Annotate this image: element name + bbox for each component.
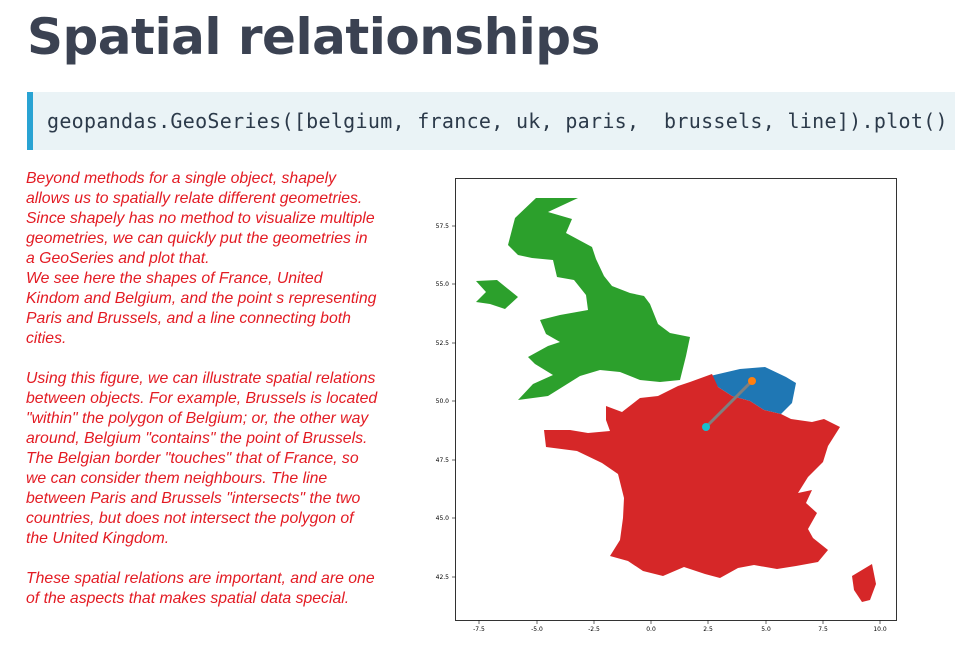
y-tick-label: 42.5	[436, 574, 450, 581]
y-axis: 57.5 55.0 52.5 50.0 47.5 45.0 42.5	[436, 223, 456, 581]
x-tick-label: 5.0	[761, 626, 771, 633]
notes-line: Beyond methods for a single object, shap…	[26, 170, 336, 187]
y-tick-label: 47.5	[436, 457, 450, 464]
y-tick-label: 50.0	[436, 398, 450, 405]
y-tick-label: 45.0	[436, 515, 450, 522]
notes-line: countries, but does not intersect the po…	[26, 510, 354, 527]
notes-line: Using this figure, we can illustrate spa…	[26, 370, 376, 387]
speaker-notes: Beyond methods for a single object, shap…	[26, 169, 416, 609]
notes-line: the United Kingdom.	[26, 530, 170, 547]
notes-line: "within" the polygon of Belgium; or, the…	[26, 410, 369, 427]
y-tick-label: 52.5	[436, 340, 450, 347]
x-tick-label: 2.5	[703, 626, 713, 633]
x-tick-label: -2.5	[588, 626, 600, 633]
geoseries-plot: 57.5 55.0 52.5 50.0 47.5 45.0 42.5 -7.5 …	[418, 168, 908, 638]
paris-point	[702, 423, 710, 431]
notes-paragraph-4: These spatial relations are important, a…	[26, 569, 416, 609]
x-tick-label: -5.0	[531, 626, 543, 633]
brussels-point	[748, 377, 756, 385]
notes-line: around, Belgium "contains" the point of …	[26, 430, 368, 447]
notes-paragraph-3: Using this figure, we can illustrate spa…	[26, 369, 416, 549]
y-tick-label: 55.0	[436, 281, 450, 288]
uk-island-polygon	[476, 280, 518, 309]
y-tick-label: 57.5	[436, 223, 450, 230]
x-tick-label: -7.5	[473, 626, 485, 633]
x-tick-label: 0.0	[646, 626, 656, 633]
notes-line: The Belgian border "touches" that of Fra…	[26, 450, 359, 467]
uk-polygon	[508, 198, 690, 400]
notes-line: We see here the shapes of France, United	[26, 270, 323, 287]
notes-line: geometries, we can quickly put the geome…	[26, 230, 368, 247]
notes-line: Since shapely has no method to visualize…	[26, 210, 375, 227]
slide-title: Spatial relationships	[27, 8, 600, 66]
code-block: geopandas.GeoSeries([belgium, france, uk…	[27, 92, 955, 150]
france-polygon	[544, 374, 840, 578]
notes-line: Kindom and Belgium, and the point s repr…	[26, 290, 377, 307]
notes-line: cities.	[26, 330, 67, 347]
x-tick-label: 10.0	[873, 626, 887, 633]
x-tick-label: 7.5	[818, 626, 828, 633]
notes-line: allows us to spatially relate different …	[26, 190, 363, 207]
notes-line: of the aspects that makes spatial data s…	[26, 590, 350, 607]
code-line: geopandas.GeoSeries([belgium, france, uk…	[47, 109, 948, 133]
notes-line: between Paris and Brussels "intersects" …	[26, 490, 361, 507]
notes-line: Paris and Brussels, and a line connectin…	[26, 310, 351, 327]
notes-line: These spatial relations are important, a…	[26, 570, 375, 587]
paris-brussels-line	[704, 379, 754, 429]
belgium-polygon	[710, 367, 796, 414]
notes-line: a GeoSeries and plot that.	[26, 250, 210, 267]
corsica-polygon	[852, 564, 876, 602]
x-axis: -7.5 -5.0 -2.5 0.0 2.5 5.0 7.5 10.0	[473, 620, 887, 633]
notes-paragraph-2: We see here the shapes of France, United…	[26, 269, 416, 349]
notes-line: between objects. For example, Brussels i…	[26, 390, 378, 407]
notes-line: we can consider them neighbours. The lin…	[26, 470, 328, 487]
plot-canvas: 57.5 55.0 52.5 50.0 47.5 45.0 42.5 -7.5 …	[436, 178, 897, 633]
notes-paragraph-1: Beyond methods for a single object, shap…	[26, 169, 416, 269]
